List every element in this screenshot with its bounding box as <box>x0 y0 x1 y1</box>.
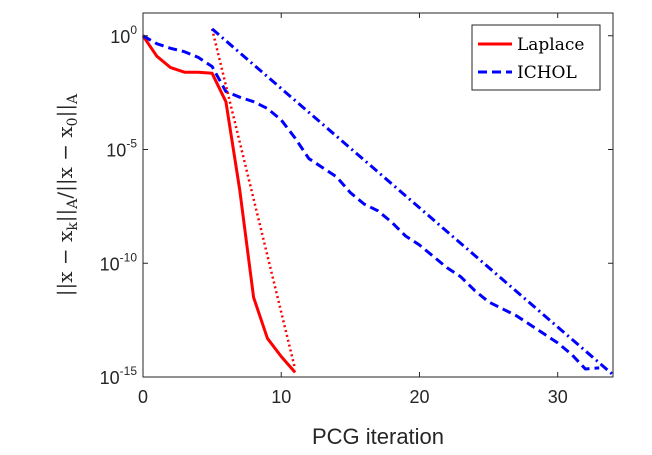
series-line-dashdot-3 <box>211 27 614 376</box>
legend-box <box>471 24 601 91</box>
axes-box <box>142 12 614 378</box>
y-tick-label: 10-15 <box>100 364 138 388</box>
legend-label-ichol: ICHOL <box>517 63 577 83</box>
legend: Laplace ICHOL <box>471 24 601 91</box>
x-ticks: 0 10 20 30 <box>138 13 568 407</box>
series-layer <box>141 27 614 376</box>
x-tick-label: 30 <box>548 387 568 407</box>
y-tick-label: 10-5 <box>106 137 137 161</box>
series-line-laplace-0 <box>141 34 297 374</box>
y-tick-label: 10-10 <box>100 250 138 274</box>
series-line-dotted-2 <box>210 28 297 370</box>
series-line-ichol-1 <box>142 34 600 371</box>
y-axis-label: ||x − xk||A/||x − x0||A <box>53 93 81 296</box>
x-tick-label: 20 <box>409 387 429 407</box>
x-axis-label: PCG iteration <box>312 424 444 449</box>
y-ticks: 100 10-5 10-10 10-15 <box>100 23 613 388</box>
y-tick-label: 100 <box>110 23 137 47</box>
x-tick-label: 10 <box>271 387 291 407</box>
svg-text:||x − xk||A/||x − x0||A: ||x − xk||A/||x − x0||A <box>53 93 81 296</box>
x-tick-label: 0 <box>138 387 148 407</box>
legend-label-laplace: Laplace <box>517 35 584 55</box>
